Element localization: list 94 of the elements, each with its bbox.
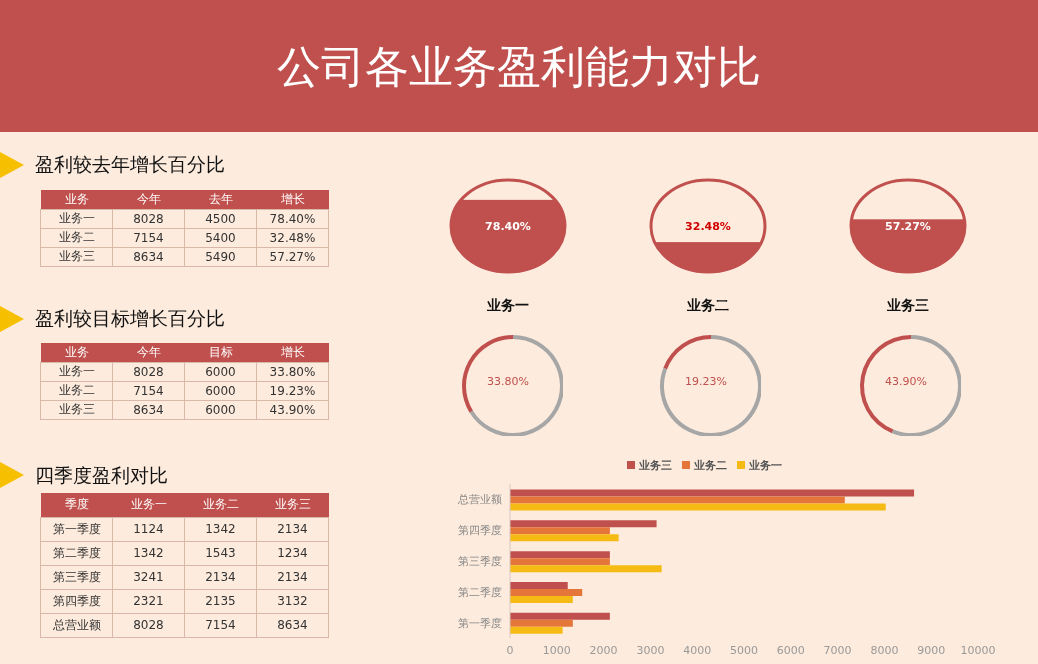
data-label: 2321 [112, 589, 185, 613]
bar [510, 527, 610, 535]
data-label: 57.27% [256, 247, 329, 266]
data-label: 1543 [184, 541, 257, 565]
data-label: 7154 [184, 613, 257, 637]
category-label: 业务三 [886, 297, 929, 313]
data-label: 4500 [184, 209, 257, 228]
x-tick-label: 10000 [960, 643, 996, 657]
x-tick-label: 4000 [683, 643, 712, 657]
data-label: 33.80% [256, 362, 329, 381]
data-label: 1342 [112, 541, 185, 565]
data-label: 2134 [256, 565, 329, 589]
data-label: 2135 [184, 589, 257, 613]
data-label: 3241 [112, 565, 185, 589]
data-label: 78.40% [256, 209, 329, 228]
bar [510, 612, 610, 620]
bar [510, 534, 619, 542]
bar [510, 595, 573, 603]
data-label: 32.48% [685, 220, 731, 233]
legend-label: 业务二 [693, 459, 727, 472]
bar [510, 503, 886, 511]
data-label: 8028 [112, 613, 185, 637]
bar [510, 489, 915, 497]
category-label: 业务二 [686, 297, 729, 313]
bar [510, 551, 610, 559]
y-tick-label: 第三季度 [458, 554, 502, 568]
data-label: 6000 [184, 381, 257, 400]
bar [510, 558, 610, 566]
data-label: 43.90% [885, 375, 927, 388]
data-label: 8634 [112, 400, 185, 419]
bar [510, 496, 845, 504]
data-label: 19.23% [685, 375, 727, 388]
category-label: 总营业额 [40, 613, 113, 637]
y-tick-label: 总营业额 [457, 493, 502, 507]
bar [510, 588, 583, 596]
bar [510, 626, 563, 634]
category-label: 业务三 [40, 247, 113, 266]
donut-slice [663, 335, 711, 370]
bar [510, 565, 662, 573]
legend-label: 业务三 [638, 459, 672, 472]
legend-label: 业务一 [748, 459, 782, 472]
data-label: 5400 [184, 228, 257, 247]
data-label: 19.23% [256, 381, 329, 400]
data-label: 6000 [184, 400, 257, 419]
data-label: 7154 [112, 228, 185, 247]
data-label: 6000 [184, 362, 257, 381]
category-label: 第三季度 [40, 565, 113, 589]
category-label: 第一季度 [40, 517, 113, 541]
bar [510, 520, 657, 528]
data-label: 8634 [112, 247, 185, 266]
category-label: 业务二 [40, 381, 113, 400]
bar [510, 581, 568, 589]
x-tick-label: 6000 [776, 643, 805, 657]
text: 四季度盈利对比 [35, 463, 168, 488]
data-label: 57.27% [885, 220, 931, 233]
x-tick-label: 8000 [870, 643, 899, 657]
y-tick-label: 第二季度 [458, 585, 502, 599]
data-label: 1124 [112, 517, 185, 541]
data-label: 2134 [184, 565, 257, 589]
category-label: 第四季度 [40, 589, 113, 613]
data-label: 5490 [184, 247, 257, 266]
text: 盈利较目标增长百分比 [35, 306, 225, 331]
x-tick-label: 5000 [730, 643, 758, 657]
data-label: 8634 [256, 613, 329, 637]
data-label: 8028 [112, 209, 185, 228]
y-tick-label: 第四季度 [458, 524, 502, 538]
y-tick-label: 第一季度 [458, 616, 502, 630]
data-label: 1234 [256, 541, 329, 565]
category-label: 业务二 [40, 228, 113, 247]
x-tick-label: 7000 [823, 643, 852, 657]
data-label: 7154 [112, 381, 185, 400]
data-label: 2134 [256, 517, 329, 541]
data-label: 33.80% [487, 375, 529, 388]
data-label: 43.90% [256, 400, 329, 419]
data-label: 1342 [184, 517, 257, 541]
category-label: 业务一 [40, 209, 113, 228]
text: 公司各业务盈利能力对比 [276, 40, 762, 94]
category-label: 业务一 [40, 362, 113, 381]
category-label: 业务一 [486, 297, 529, 313]
x-tick-label: 0 [506, 643, 514, 657]
text: 盈利较去年增长百分比 [35, 152, 225, 177]
donut-slice [469, 335, 563, 436]
x-tick-label: 2000 [589, 643, 618, 657]
data-label: 32.48% [256, 228, 329, 247]
category-label: 第二季度 [40, 541, 113, 565]
bar [510, 619, 573, 627]
data-label: 8028 [112, 362, 185, 381]
x-tick-label: 3000 [636, 643, 665, 657]
x-tick-label: 1000 [542, 643, 571, 657]
data-label: 3132 [256, 589, 329, 613]
donut-slice [660, 335, 761, 436]
data-label: 78.40% [485, 220, 531, 233]
category-label: 业务三 [40, 400, 113, 419]
x-tick-label: 9000 [917, 643, 946, 657]
